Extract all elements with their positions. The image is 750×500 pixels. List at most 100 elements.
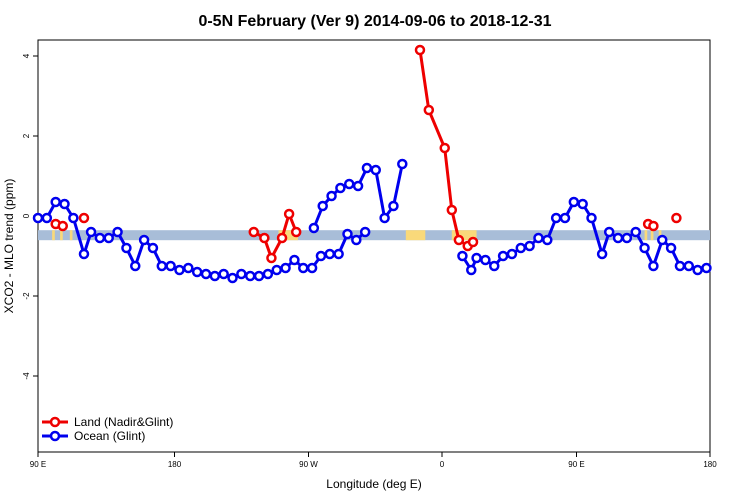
ocean-point [657, 234, 668, 246]
ocean-point [174, 264, 185, 276]
y-tick-label: -4 [22, 372, 31, 380]
ocean-point [674, 260, 686, 272]
ocean-point [342, 228, 353, 240]
ocean-point [533, 232, 544, 244]
ocean-point [121, 242, 132, 254]
y-tick-label: 0 [22, 213, 31, 218]
legend-land-label: Land (Nadir&Glint) [74, 415, 173, 429]
ocean-point [191, 266, 203, 278]
ocean-point [457, 250, 468, 262]
ocean-point [352, 180, 364, 192]
land-point [414, 44, 426, 56]
ocean-point [506, 248, 518, 260]
ocean-point [683, 260, 695, 272]
ocean-point [271, 264, 282, 276]
ocean-point [559, 212, 571, 224]
land-point [648, 220, 659, 232]
ocean-point [103, 232, 114, 244]
ocean-point [326, 190, 337, 202]
ocean-point [692, 264, 703, 276]
ocean-point [306, 262, 318, 274]
ocean-point [515, 242, 527, 254]
ocean-point [59, 198, 70, 210]
ocean-point [308, 222, 320, 234]
ocean-point [200, 268, 212, 280]
land-point [78, 212, 90, 224]
ocean-point [568, 196, 580, 208]
land-band-segment [644, 230, 648, 241]
ocean-point [466, 264, 477, 276]
ocean-point [85, 226, 97, 238]
land-point [248, 226, 259, 238]
land-band-segment [405, 230, 426, 241]
x-tick-label: 90 E [30, 460, 46, 469]
ocean-point [218, 268, 229, 280]
ocean-point [94, 232, 106, 244]
land-point [276, 232, 288, 244]
y-tick-label: 2 [22, 133, 31, 138]
ocean-point [550, 212, 562, 224]
land-point [57, 220, 69, 232]
ocean-point [480, 254, 491, 266]
land-band-segment [60, 230, 63, 241]
land-point [439, 142, 450, 154]
legend-ocean-label: Ocean (Glint) [74, 429, 145, 443]
ocean-point [236, 268, 247, 280]
ocean-point [343, 178, 355, 190]
ocean-point [32, 212, 44, 224]
ocean-point [370, 164, 382, 176]
land-band-segment [658, 230, 662, 241]
ocean-point [324, 248, 336, 260]
ocean-point [289, 254, 300, 266]
ocean-point [317, 200, 328, 212]
ocean-point [298, 262, 309, 274]
land-point [671, 212, 682, 224]
land-band-segment [278, 230, 298, 241]
ocean-point [253, 270, 265, 282]
y-axis-label: XCO2 - MLO trend (ppm) [2, 179, 16, 314]
ocean-point [603, 226, 615, 238]
ocean-point [68, 212, 79, 224]
ocean-point [78, 248, 90, 260]
ocean-point [244, 270, 256, 282]
ocean-point [183, 262, 194, 274]
x-tick-label: 180 [703, 460, 717, 469]
x-axis: 90 E 180 90 W 0 90 E 180 [30, 452, 717, 469]
ocean-point [379, 212, 390, 224]
ocean-point [227, 272, 238, 284]
y-tick-label: 4 [22, 53, 31, 58]
ocean-point [262, 268, 274, 280]
ocean-point [612, 232, 624, 244]
ocean-point [209, 270, 221, 282]
land-point [266, 252, 277, 264]
ocean-point [397, 158, 408, 170]
x-axis-label: Longitude (deg E) [326, 477, 421, 491]
land-point [467, 236, 479, 248]
y-tick-label: -2 [22, 292, 31, 300]
land-point [283, 208, 295, 220]
plot-frame [37, 39, 711, 453]
ocean-point [639, 242, 650, 254]
ocean-point [524, 240, 535, 252]
ocean-point [351, 234, 362, 246]
ocean-point [315, 250, 327, 262]
land-point [423, 104, 435, 116]
ocean-point [333, 248, 344, 260]
legend-land-marker [49, 416, 61, 428]
ocean-point [388, 200, 399, 212]
ocean-point [596, 248, 608, 260]
ocean-point [621, 232, 633, 244]
ocean-point [156, 260, 168, 272]
ocean-point [165, 260, 176, 272]
ocean-point [701, 262, 712, 274]
ocean-point [130, 260, 141, 272]
land-point [290, 226, 302, 238]
ocean-point [359, 226, 371, 238]
ocean-point [41, 212, 53, 224]
series-layer [32, 44, 712, 284]
ocean-band [38, 230, 710, 241]
land-point [453, 234, 465, 246]
ocean-point [497, 250, 509, 262]
ocean-point [471, 252, 482, 264]
